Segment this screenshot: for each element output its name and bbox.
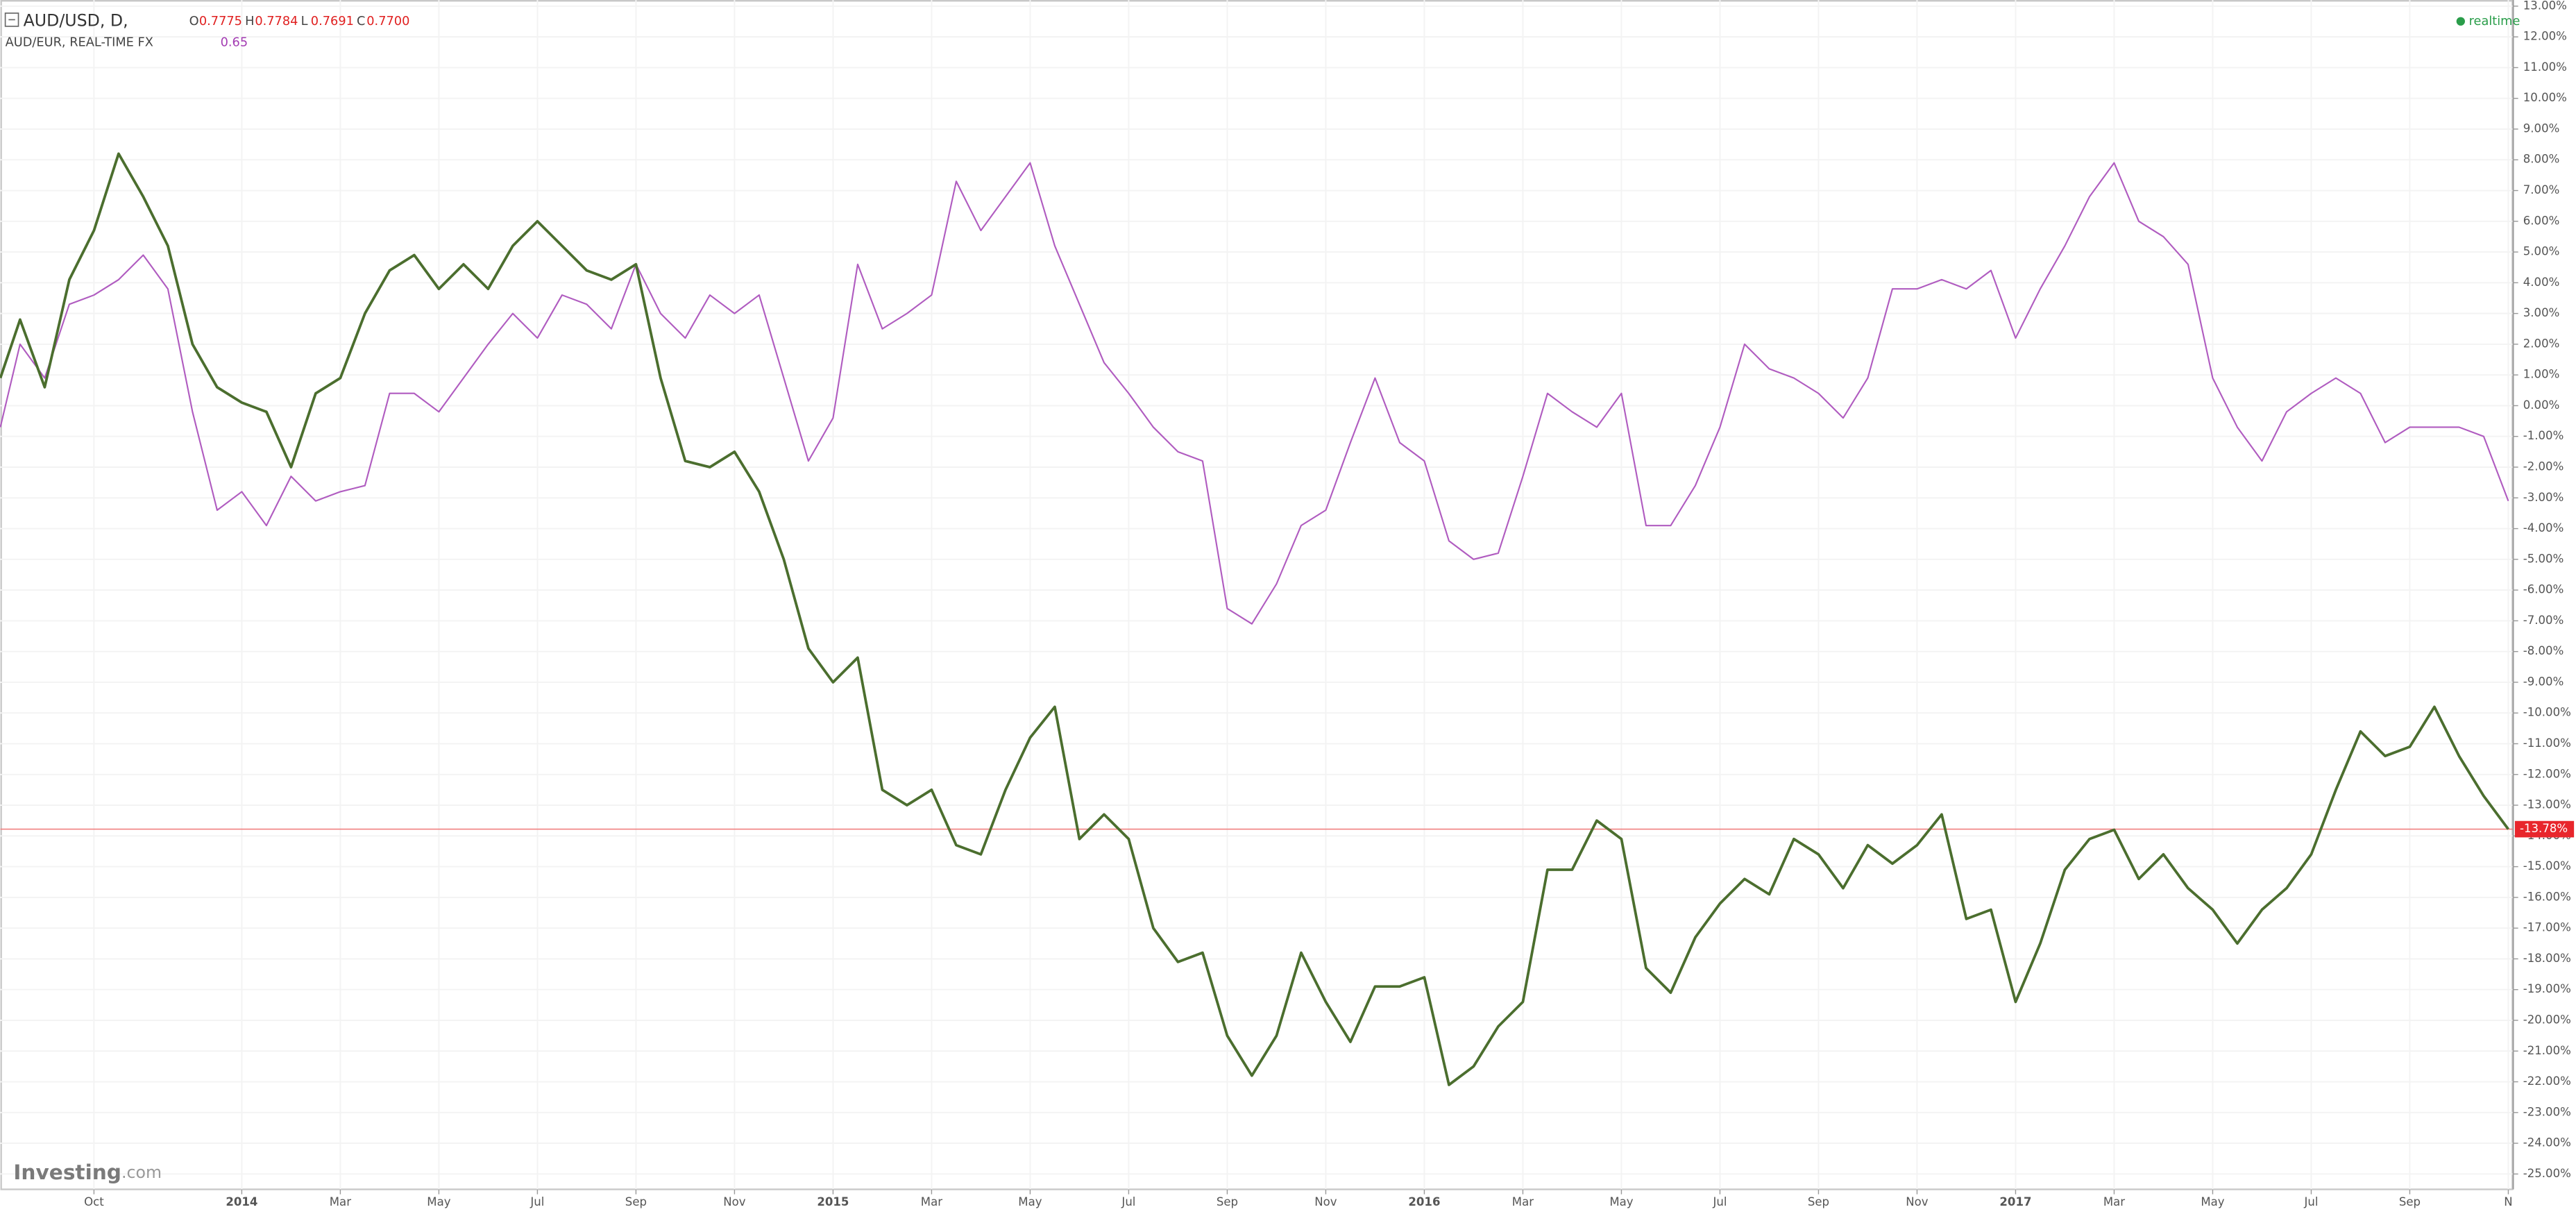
ohlc-key: L bbox=[301, 15, 308, 28]
x-tick-label: Mar bbox=[330, 1195, 351, 1208]
x-tick-label: Jul bbox=[1712, 1195, 1727, 1208]
y-tick-label: -18.00% bbox=[2523, 952, 2571, 965]
y-tick-label: -1.00% bbox=[2523, 429, 2564, 442]
y-tick-label: -24.00% bbox=[2523, 1136, 2571, 1149]
y-tick-label: -2.00% bbox=[2523, 460, 2564, 473]
series-line bbox=[0, 162, 2509, 625]
y-tick-label: -16.00% bbox=[2523, 890, 2571, 903]
y-tick-label: 12.00% bbox=[2523, 30, 2567, 43]
x-tick-label: Sep bbox=[1808, 1195, 1829, 1208]
last-value-label: -13.78% bbox=[2520, 822, 2568, 835]
x-tick-label: Nov bbox=[723, 1195, 746, 1208]
y-tick-label: -19.00% bbox=[2523, 982, 2571, 995]
brand-suffix: .com bbox=[121, 1162, 162, 1181]
y-tick-label: 0.00% bbox=[2523, 398, 2560, 412]
status: realtime bbox=[2469, 15, 2520, 28]
y-tick-label: 9.00% bbox=[2523, 121, 2560, 135]
y-tick-label: -13.00% bbox=[2523, 798, 2571, 811]
y-tick-label: -6.00% bbox=[2523, 583, 2564, 596]
y-tick-label: -10.00% bbox=[2523, 706, 2571, 719]
y-tick-label: -11.00% bbox=[2523, 736, 2571, 750]
ohlc-key: H bbox=[245, 15, 254, 28]
compare-value: 0.65 bbox=[221, 36, 248, 50]
x-tick-label: N bbox=[2504, 1195, 2512, 1208]
x-tick-label: Mar bbox=[1512, 1195, 1534, 1208]
last-value-badge bbox=[2514, 820, 2575, 838]
y-tick-label: 11.00% bbox=[2523, 60, 2567, 74]
x-tick-label: 2017 bbox=[1999, 1195, 2031, 1208]
y-tick-label: 1.00% bbox=[2523, 368, 2560, 381]
ohlc-value: 0.7691 bbox=[311, 15, 354, 28]
y-tick-label: -5.00% bbox=[2523, 552, 2564, 565]
x-tick-label: Sep bbox=[625, 1195, 647, 1208]
y-tick-label: -7.00% bbox=[2523, 614, 2564, 627]
x-tick-label: May bbox=[427, 1195, 450, 1208]
status-dot bbox=[2456, 17, 2465, 26]
x-tick-label: May bbox=[1018, 1195, 1042, 1208]
y-tick-label: 4.00% bbox=[2523, 276, 2560, 289]
x-tick-label: Sep bbox=[1217, 1195, 1238, 1208]
y-tick-label: 2.00% bbox=[2523, 337, 2560, 350]
marks bbox=[0, 152, 2514, 1086]
grid bbox=[0, 0, 2514, 1190]
x-tick-label: May bbox=[1609, 1195, 1633, 1208]
x-tick-label: 2014 bbox=[226, 1195, 257, 1208]
y-tick-label: -17.00% bbox=[2523, 921, 2571, 934]
y-tick-label: -20.00% bbox=[2523, 1013, 2571, 1026]
brand-main: Investing bbox=[13, 1160, 121, 1183]
brand: Investing.com bbox=[13, 1160, 162, 1183]
x-tick-label: Mar bbox=[2103, 1195, 2125, 1208]
y-tick-label: -4.00% bbox=[2523, 521, 2564, 534]
x-tick-label: Oct bbox=[84, 1195, 104, 1208]
y-tick-label: 13.00% bbox=[2523, 0, 2567, 12]
y-tick-label: -12.00% bbox=[2523, 767, 2571, 780]
x-tick-label: Mar bbox=[921, 1195, 942, 1208]
y-tick-label: -23.00% bbox=[2523, 1105, 2571, 1118]
x-tick-label: Jul bbox=[1121, 1195, 1135, 1208]
ohlc-value: 0.7775 bbox=[199, 15, 242, 28]
header: AUD/USD, D, AUD/EUR, REAL-TIME FX 0.65 r… bbox=[4, 10, 2520, 1183]
y-tick-label: 10.00% bbox=[2523, 91, 2567, 104]
collapse-icon[interactable] bbox=[4, 12, 19, 27]
y-tick-label: 8.00% bbox=[2523, 153, 2560, 166]
y-tick-label: 3.00% bbox=[2523, 306, 2560, 319]
y-tick-label: 5.00% bbox=[2523, 245, 2560, 258]
y-tick-label: 7.00% bbox=[2523, 183, 2560, 196]
y-tick-label: -15.00% bbox=[2523, 859, 2571, 872]
y-tick-label: 6.00% bbox=[2523, 214, 2560, 227]
y-tick-label: -3.00% bbox=[2523, 491, 2564, 504]
x-tick-label: 2015 bbox=[817, 1195, 849, 1208]
y-tick-label: -25.00% bbox=[2523, 1167, 2571, 1180]
x-tick-label: May bbox=[2201, 1195, 2224, 1208]
compare-name: AUD/EUR, REAL-TIME FX bbox=[6, 36, 153, 50]
x-tick-label: Jul bbox=[529, 1195, 544, 1208]
x-tick-label: Jul bbox=[2303, 1195, 2318, 1208]
ohlc-value: 0.7784 bbox=[255, 15, 298, 28]
ohlc-key: O bbox=[189, 15, 199, 28]
ohlc-key: C bbox=[357, 15, 365, 28]
symbol-title: AUD/USD, D, bbox=[24, 10, 128, 30]
ohlc-value: 0.7700 bbox=[366, 15, 409, 28]
plot-frame bbox=[0, 0, 2514, 1190]
x-tick-label: Nov bbox=[1906, 1195, 1929, 1208]
series-line bbox=[0, 152, 2509, 1086]
axes: 13.00% 12.00% 11.00% 10.00% 9.00% 8.00% 7.00% 6… bbox=[84, 0, 2575, 1208]
y-tick-label: -21.00% bbox=[2523, 1044, 2571, 1057]
y-tick-label: -9.00% bbox=[2523, 675, 2564, 688]
x-tick-label: 2016 bbox=[1408, 1195, 1440, 1208]
x-tick-label: Sep bbox=[2399, 1195, 2421, 1208]
y-tick-label: -22.00% bbox=[2523, 1074, 2571, 1088]
x-tick-label: Nov bbox=[1314, 1195, 1337, 1208]
y-tick-label: -8.00% bbox=[2523, 644, 2564, 657]
